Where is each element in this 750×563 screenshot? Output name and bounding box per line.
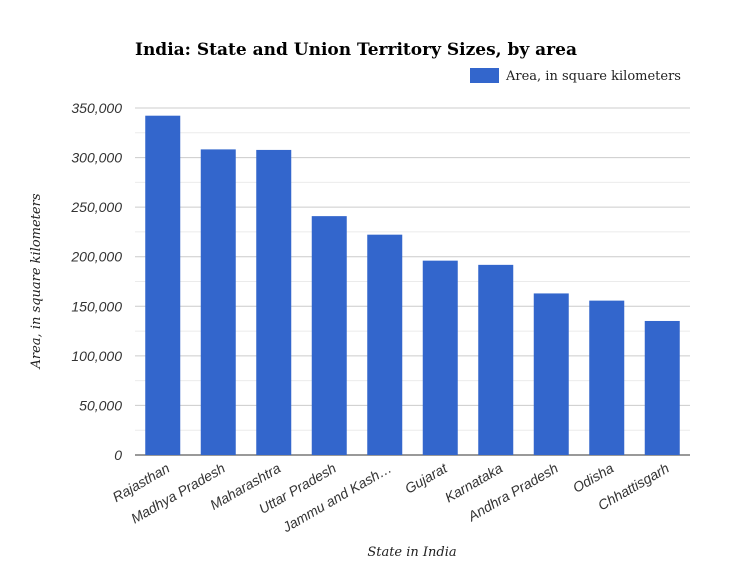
chart-title: India: State and Union Territory Sizes, …	[135, 40, 577, 60]
x-tick-label: Madhya Pradesh	[128, 460, 228, 527]
bar	[533, 293, 569, 455]
y-tick-label: 250,000	[70, 199, 122, 215]
bar	[478, 264, 514, 455]
bar	[311, 216, 347, 455]
bar	[644, 320, 680, 455]
legend-label: Area, in square kilometers	[505, 69, 681, 84]
y-tick-label: 350,000	[71, 100, 122, 116]
legend-swatch	[470, 68, 499, 83]
x-axis-label: State in India	[367, 545, 456, 560]
bar	[589, 300, 625, 455]
y-axis-label: Area, in square kilometers	[29, 193, 44, 369]
y-tick-label: 0	[114, 447, 122, 463]
bar	[145, 115, 181, 455]
y-tick-label: 300,000	[71, 150, 122, 166]
bar	[256, 149, 292, 455]
y-tick-label: 100,000	[71, 348, 122, 364]
bar	[200, 149, 236, 455]
legend: Area, in square kilometers	[470, 68, 681, 84]
y-tick-label: 150,000	[71, 298, 122, 314]
bar	[367, 234, 403, 455]
y-tick-label: 200,000	[70, 249, 122, 265]
y-tick-label: 50,000	[79, 397, 122, 413]
bar	[422, 260, 458, 455]
